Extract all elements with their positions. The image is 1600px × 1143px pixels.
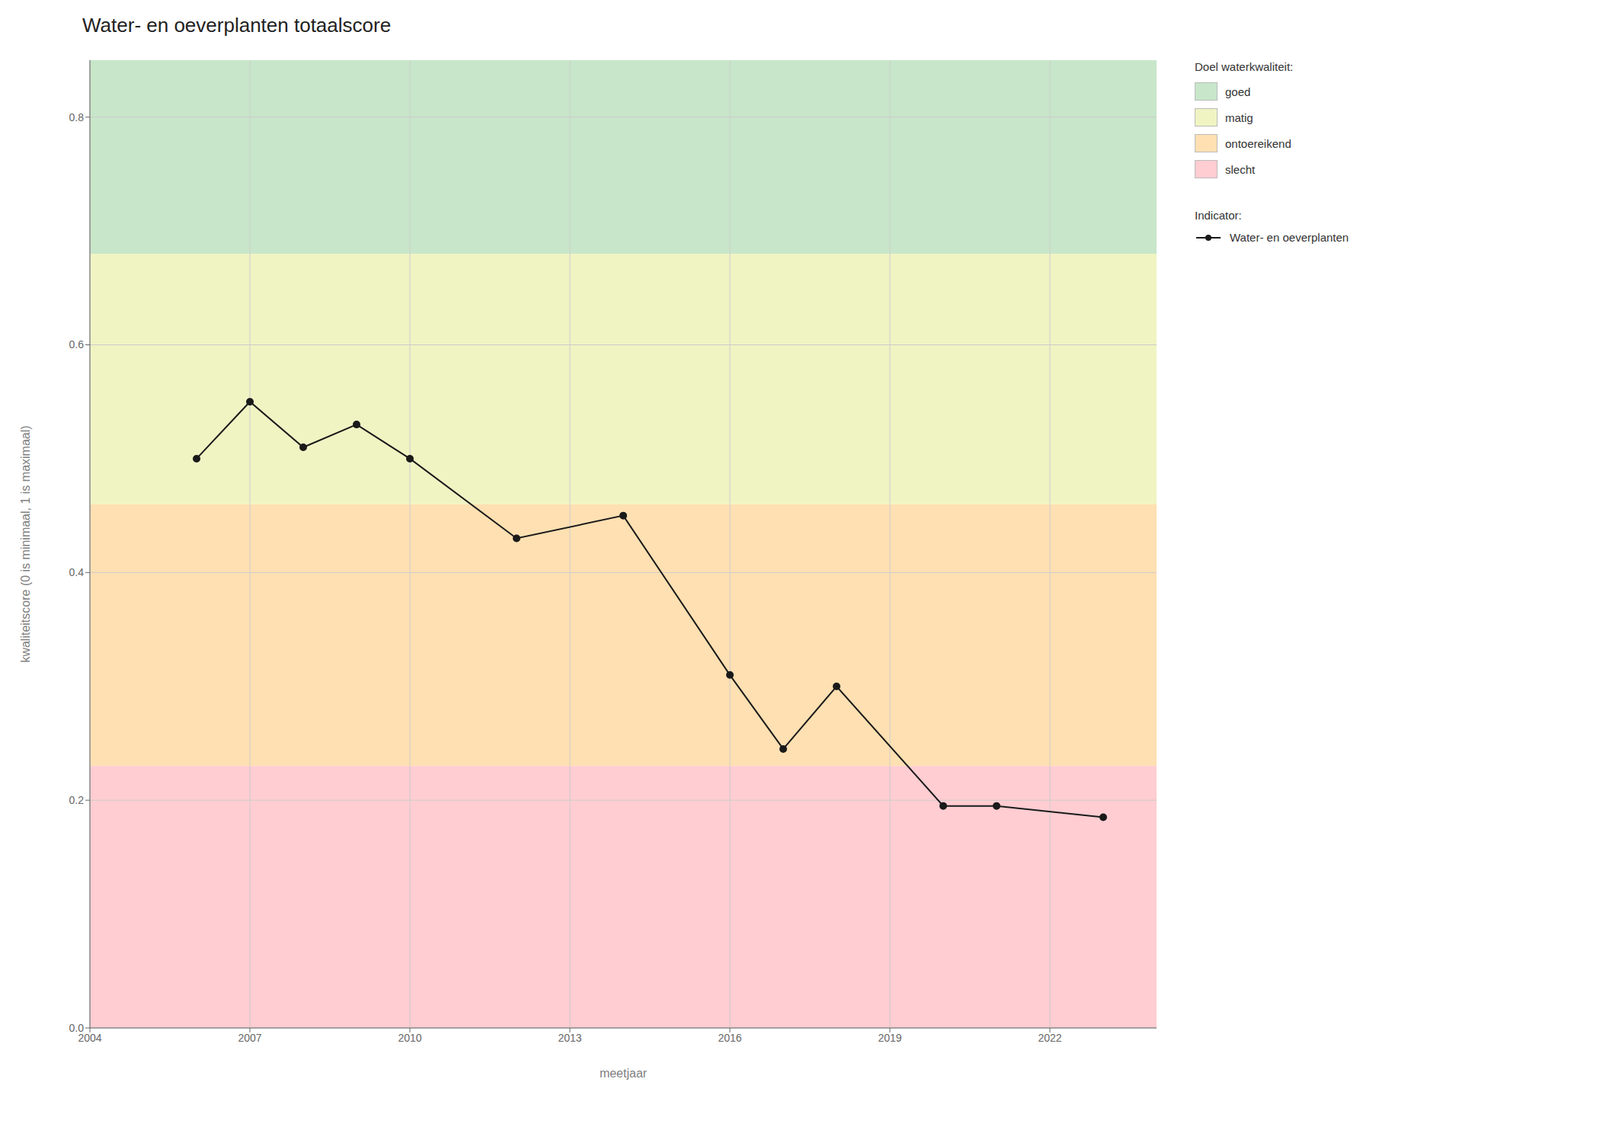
svg-text:2019: 2019 (877, 1031, 902, 1044)
svg-text:0.0: 0.0 (69, 1021, 85, 1034)
svg-text:0.8: 0.8 (69, 111, 85, 124)
svg-text:2013: 2013 (557, 1031, 582, 1044)
svg-text:meetjaar: meetjaar (599, 1066, 648, 1080)
html-text:Water- en oeverplanten: Water- en oeverplanten (1229, 230, 1349, 244)
svg-text:2016: 2016 (717, 1031, 742, 1044)
svg-text:2022: 2022 (1037, 1031, 1062, 1044)
svg-text:kwaliteitscore (0 is minimaal,: kwaliteitscore (0 is minimaal, 1 is maxi… (19, 425, 32, 663)
svg-text:2007: 2007 (237, 1031, 262, 1044)
html-text:Doel waterkwaliteit:: Doel waterkwaliteit: (1194, 60, 1294, 74)
svg-text:2004: 2004 (78, 1031, 102, 1044)
svg-text:0.4: 0.4 (69, 566, 85, 579)
html-text:ontoereikend: ontoereikend (1225, 136, 1292, 150)
html-text:goed: goed (1225, 84, 1251, 98)
svg-text:0.2: 0.2 (69, 793, 85, 807)
html-text:Indicator:: Indicator: (1194, 208, 1242, 222)
html-text:slecht: slecht (1225, 162, 1256, 176)
svg-text:0.6: 0.6 (69, 338, 85, 351)
html-text:matig: matig (1225, 110, 1254, 124)
svg-text:2010: 2010 (397, 1031, 422, 1044)
html-text:Water- en oeverplanten totaals: Water- en oeverplanten totaalscore (82, 13, 392, 37)
